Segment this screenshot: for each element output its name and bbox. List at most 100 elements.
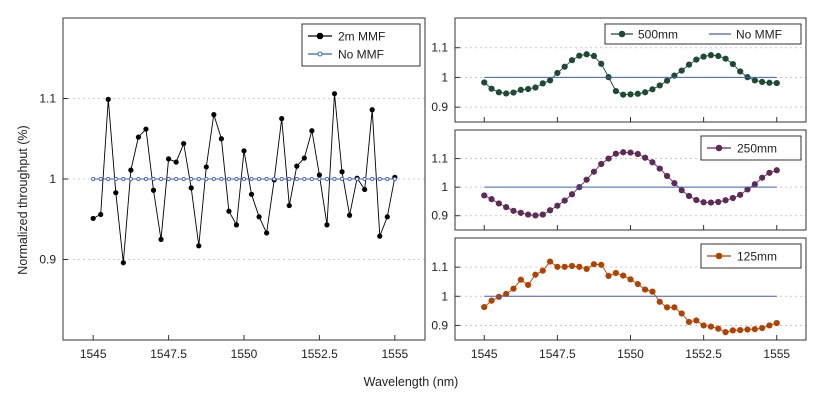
data-point [605,272,612,279]
y-tick-label: 0.9 [431,318,448,332]
data-point [759,174,766,181]
data-point [693,56,700,63]
data-point [287,176,292,182]
data-point [488,196,495,203]
data-point [113,190,119,196]
x-tick-label: 1547.5 [150,347,187,361]
data-point [249,176,254,182]
legend-label: No MMF [338,48,384,62]
x-tick-label: 1552.5 [301,347,338,361]
data-point [590,168,598,175]
data-point [576,263,583,270]
legend-label: 500mm [638,28,678,42]
data-point [256,214,262,220]
data-point [517,209,524,216]
data-point [554,69,561,77]
data-point [737,191,744,198]
data-point [612,150,619,157]
data-point [773,319,780,327]
data-point [612,87,619,95]
data-point [196,243,202,249]
data-point [700,199,707,206]
legend-label: 125mm [737,250,777,264]
data-point [532,271,539,278]
y-tick-label: 1.1 [431,260,448,274]
data-point [181,140,187,147]
data-point [503,290,510,298]
data-point [634,90,641,97]
legend-marker [715,252,723,260]
data-point [532,212,539,219]
data-point [634,280,641,288]
data-point [546,77,554,84]
data-point [568,57,576,64]
data-point [286,202,292,209]
data-point [678,310,685,317]
data-point [539,211,546,218]
data-point [294,176,299,182]
data-point [324,222,330,228]
data-point [517,276,524,283]
data-point [241,148,247,154]
data-point [693,196,700,204]
data-point [173,159,179,165]
data-point [309,176,314,182]
data-point [384,214,390,220]
x-tick-label: 1547.5 [539,347,576,361]
data-point [598,261,605,268]
data-point [294,163,300,169]
data-point [121,176,126,182]
data-point [627,276,634,283]
data-point [546,207,554,214]
data-point [642,286,649,293]
data-point [737,326,744,334]
data-point [495,293,502,300]
legend-marker [316,32,324,40]
data-point [362,186,368,193]
legend-box [700,243,802,269]
data-point [136,176,141,182]
data-point [105,96,111,102]
data-point [264,176,269,182]
data-point [576,52,583,59]
data-point [113,176,118,182]
right-middle-panel: 0.9 1 1.1 250mm [431,129,807,231]
data-point [279,176,284,182]
legend-marker [715,144,723,152]
data-point [568,191,576,198]
data-point [369,107,375,113]
data-point [151,176,156,182]
data-point [211,112,217,118]
legend-label: No MMF [736,28,782,42]
data-point [233,222,240,228]
x-tick-label: 1545 [471,347,498,361]
data-point [561,63,568,70]
legend-box [604,23,802,45]
data-point [656,165,663,172]
data-point [715,198,722,206]
legend-label: 2m MMF [338,30,385,44]
data-point [590,261,598,268]
data-point [685,318,693,326]
data-point [700,322,707,329]
legend-marker [618,30,626,38]
data-point [510,285,517,292]
data-point [773,79,780,87]
data-point [620,149,627,156]
data-point [766,79,773,86]
data-point [355,176,360,182]
data-point [525,211,532,218]
data-point [715,52,722,60]
data-point [605,155,612,162]
data-point [495,200,502,207]
data-point [128,167,134,173]
data-point [744,326,751,333]
data-point [309,128,315,134]
x-tick-label: 1555 [763,347,790,361]
plot-frame [62,17,426,341]
data-point [377,176,382,182]
data-point [678,187,685,194]
data-point [656,298,663,305]
series-line [484,260,777,333]
